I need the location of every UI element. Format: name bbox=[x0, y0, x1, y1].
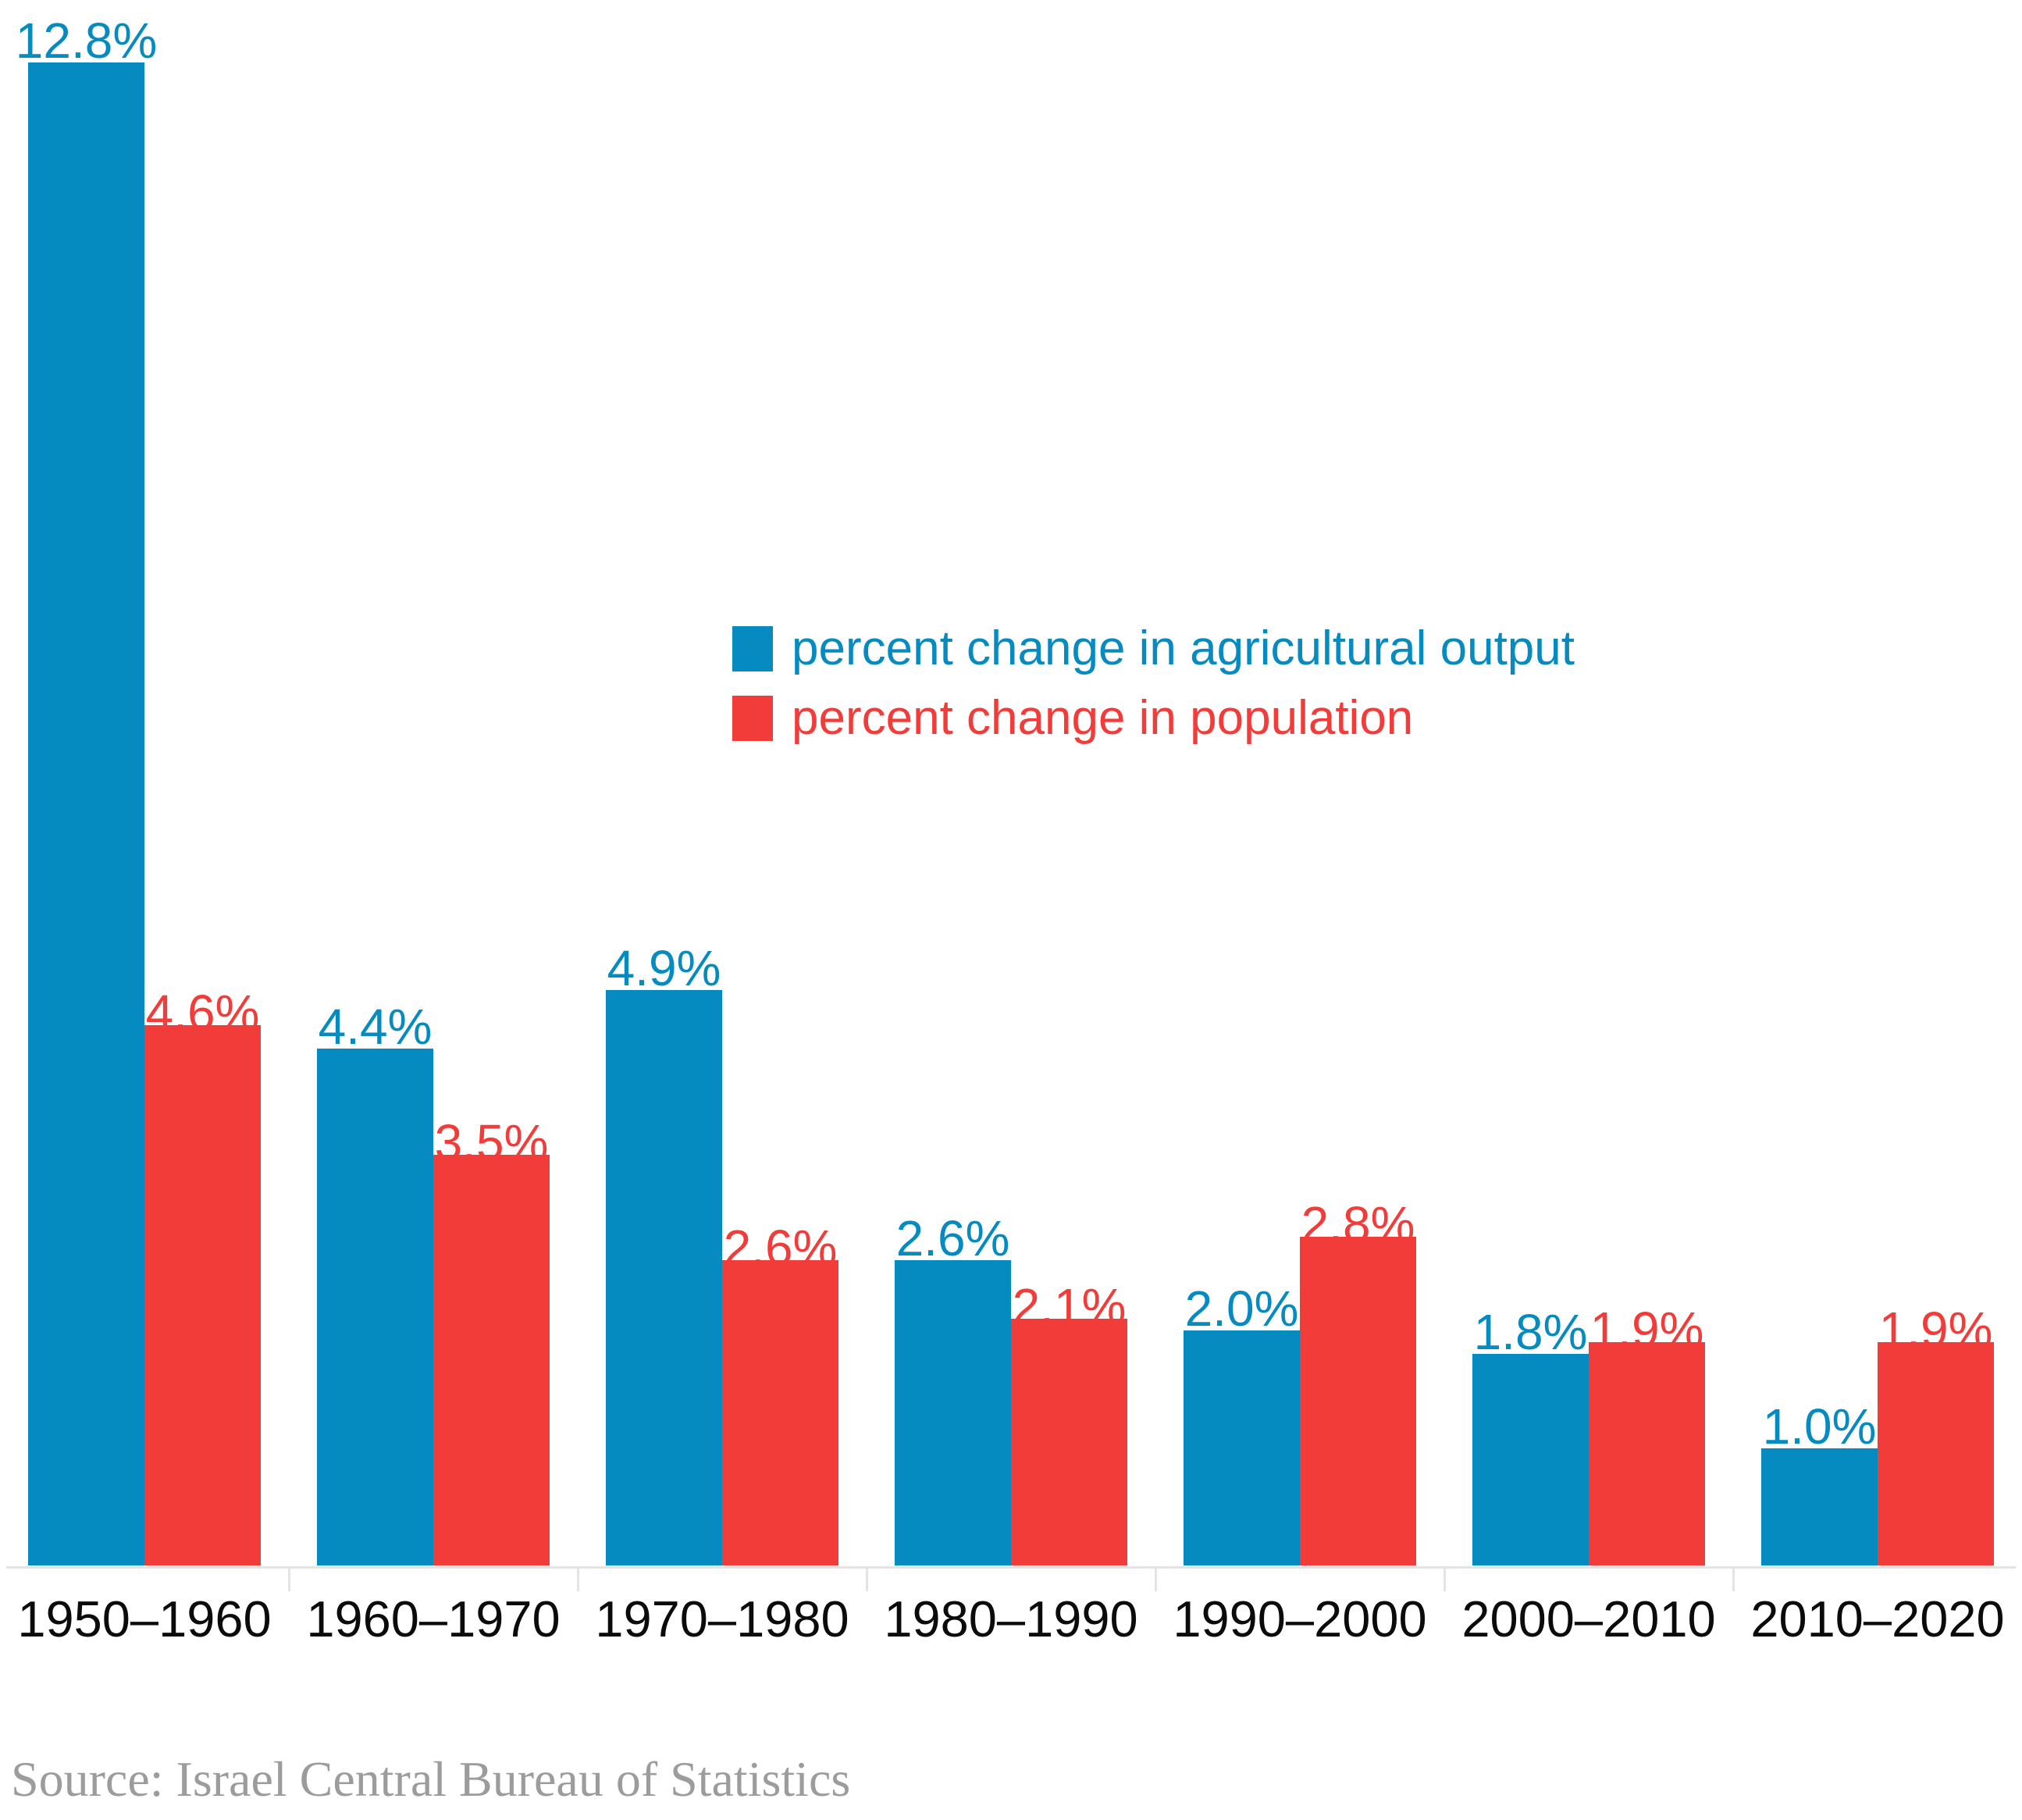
legend: percent change in agricultural output pe… bbox=[732, 625, 1575, 764]
population-column: 1.9% bbox=[1589, 1305, 1705, 1565]
value-label: 2.0% bbox=[1184, 1280, 1299, 1337]
agricultural-output-column: 2.6% bbox=[895, 1213, 1011, 1565]
population-bar bbox=[722, 1260, 838, 1565]
population-bar bbox=[1300, 1237, 1416, 1565]
agricultural-output-bar bbox=[28, 62, 144, 1565]
value-label: 1.9% bbox=[1878, 1302, 1993, 1358]
agricultural-output-column: 2.0% bbox=[1184, 1284, 1300, 1565]
bar-group: 12.8% 4.6% bbox=[16, 16, 261, 1565]
value-label: 2.6% bbox=[895, 1210, 1010, 1266]
value-label: 1.0% bbox=[1762, 1398, 1877, 1455]
population-column: 2.1% bbox=[1011, 1281, 1127, 1565]
legend-label-agricultural-output: percent change in agricultural output bbox=[792, 622, 1575, 675]
population-bar bbox=[433, 1155, 550, 1565]
bar-groups: 12.8% 4.6% 4.4% 3.5% 4.9% 2.6% 2.6% 2.1% 2.0% 2.8… bbox=[16, 16, 1994, 1565]
population-column: 3.5% bbox=[433, 1117, 550, 1565]
bar-group: 4.4% 3.5% bbox=[317, 1002, 550, 1565]
agricultural-output-bar bbox=[1184, 1330, 1300, 1565]
agricultural-output-bar bbox=[1761, 1448, 1878, 1565]
population-column: 4.6% bbox=[144, 988, 261, 1565]
value-label: 12.8% bbox=[15, 12, 158, 69]
agricultural-output-bar bbox=[317, 1049, 433, 1565]
axis-tick bbox=[866, 1566, 868, 1591]
value-label: 1.8% bbox=[1473, 1304, 1588, 1360]
axis-tick bbox=[288, 1566, 290, 1591]
bar-group: 2.0% 2.8% bbox=[1184, 1199, 1416, 1565]
agricultural-output-bar bbox=[606, 990, 722, 1565]
x-axis-label: 1960–1970 bbox=[306, 1590, 561, 1647]
bar-group: 1.0% 1.9% bbox=[1761, 1305, 1994, 1565]
legend-swatch-red-icon bbox=[732, 696, 773, 741]
population-column: 2.8% bbox=[1300, 1199, 1416, 1565]
agricultural-output-column: 4.4% bbox=[317, 1002, 433, 1565]
axis-tick bbox=[577, 1566, 579, 1591]
x-axis-label: 2010–2020 bbox=[1750, 1590, 2005, 1647]
population-bar bbox=[1011, 1319, 1127, 1565]
value-label: 4.9% bbox=[607, 940, 721, 996]
bar-group: 2.6% 2.1% bbox=[895, 1213, 1127, 1565]
legend-item-population: percent change in population bbox=[732, 694, 1575, 743]
axis-tick bbox=[1732, 1566, 1735, 1591]
agricultural-output-bar bbox=[1472, 1354, 1589, 1565]
agricultural-output-column: 12.8% bbox=[16, 16, 157, 1565]
legend-item-agricultural-output: percent change in agricultural output bbox=[732, 625, 1575, 673]
agricultural-output-column: 1.8% bbox=[1472, 1307, 1589, 1565]
value-label: 2.6% bbox=[723, 1220, 838, 1276]
x-axis-label: 1970–1980 bbox=[595, 1590, 849, 1647]
x-axis-labels: 1950–1960 1960–1970 1970–1980 1980–1990 1990… bbox=[0, 1590, 2022, 1647]
population-column: 2.6% bbox=[722, 1223, 838, 1565]
x-axis-line bbox=[6, 1566, 2016, 1569]
population-bar bbox=[144, 1025, 261, 1565]
bar-group: 1.8% 1.9% bbox=[1472, 1305, 1705, 1565]
bar-group: 4.9% 2.6% bbox=[606, 943, 838, 1565]
value-label: 4.4% bbox=[318, 999, 433, 1055]
legend-label-population: percent change in population bbox=[792, 691, 1414, 745]
population-column: 1.9% bbox=[1878, 1305, 1994, 1565]
population-bar bbox=[1878, 1342, 1994, 1565]
agricultural-output-column: 1.0% bbox=[1761, 1402, 1878, 1565]
value-label: 2.1% bbox=[1012, 1278, 1127, 1334]
agricultural-output-column: 4.9% bbox=[606, 943, 722, 1565]
agricultural-output-bar bbox=[895, 1260, 1011, 1565]
value-label: 4.6% bbox=[145, 985, 260, 1041]
axis-tick bbox=[1155, 1566, 1157, 1591]
value-label: 1.9% bbox=[1589, 1302, 1704, 1358]
legend-swatch-blue-icon bbox=[732, 626, 773, 671]
value-label: 2.8% bbox=[1301, 1196, 1415, 1252]
x-axis-label: 1950–1960 bbox=[17, 1590, 272, 1647]
source-caption: Source: Israel Central Bureau of Statist… bbox=[11, 1751, 851, 1807]
population-bar bbox=[1589, 1342, 1705, 1565]
axis-tick bbox=[1444, 1566, 1446, 1591]
value-label: 3.5% bbox=[434, 1114, 549, 1170]
x-axis-label: 1990–2000 bbox=[1173, 1590, 1427, 1647]
x-axis-label: 2000–2010 bbox=[1461, 1590, 1716, 1647]
x-axis-label: 1980–1990 bbox=[884, 1590, 1138, 1647]
